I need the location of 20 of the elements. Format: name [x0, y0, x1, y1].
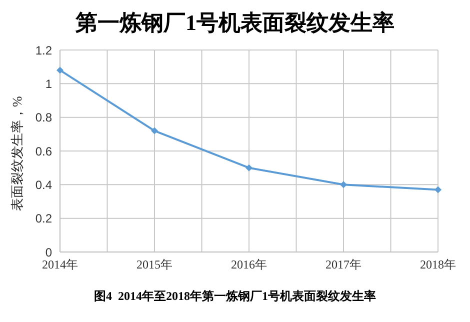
point [340, 181, 347, 188]
point [434, 186, 442, 194]
y-tick-label: 0.8 [35, 110, 52, 125]
y-tick-label: 0 [45, 245, 52, 260]
chart-title: 第一炼钢厂1号机表面裂纹发生率 [74, 9, 396, 37]
caption: 图4 2014年至2018年第一炼钢厂1号机表面裂纹发生率 [93, 288, 377, 305]
x-tick-label: 2018年 [420, 258, 456, 272]
x-tick-label: 2017年 [326, 258, 362, 272]
y-axis-title: 表面裂纹发生率，% [10, 96, 25, 211]
x-tick-label: 2015年 [136, 258, 172, 272]
y-tick-label: 1 [45, 76, 52, 91]
x-tick-label: 2014年 [42, 258, 78, 272]
y-tick-label: 0.6 [35, 144, 52, 158]
y-tick-label: 0.2 [35, 212, 52, 226]
x-tick-label: 2016年 [231, 258, 267, 272]
y-tick-label: 0.4 [35, 178, 52, 192]
y-tick-label: 1.2 [35, 43, 52, 58]
point [56, 66, 64, 74]
point [151, 127, 158, 134]
point [246, 164, 252, 172]
